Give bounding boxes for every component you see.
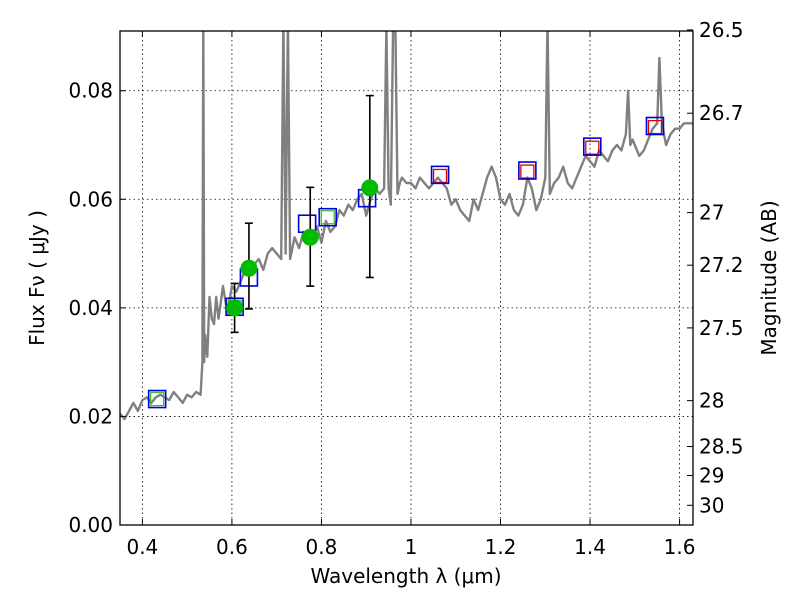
right-tick-label: 28 [699, 389, 724, 413]
x-tick-label: 1.6 [664, 535, 696, 559]
observed-point [301, 228, 319, 246]
x-tick-label: 1.2 [485, 535, 517, 559]
model-band-square [518, 161, 537, 180]
y-axis-label: Flux Fν ( μJy ) [25, 210, 49, 346]
x-tick-label: 0.8 [306, 535, 338, 559]
plot-area [120, 31, 693, 421]
x-tick-label: 1.4 [574, 535, 606, 559]
model-band-inner-square [150, 391, 165, 407]
x-tick-label: 0.6 [216, 535, 248, 559]
plot-frame [119, 30, 694, 526]
observed-point [361, 179, 379, 197]
model-band-square [147, 389, 167, 409]
y-tick-label: 0.06 [68, 187, 113, 211]
right-tick-label: 27.5 [699, 316, 744, 340]
x-tick-label: 0.4 [126, 535, 158, 559]
observed-point [240, 259, 258, 277]
model-band-square [318, 207, 338, 227]
model-band-inner-square [647, 119, 663, 135]
observed-point [226, 299, 244, 317]
right-tick-label: 28.5 [699, 435, 744, 459]
x-tick-label: 1 [405, 535, 418, 559]
model-band-inner-square [585, 140, 600, 155]
model-spectrum-line [120, 31, 693, 421]
y-tick-label: 0.00 [68, 513, 113, 537]
y-tick-label: 0.08 [68, 79, 113, 103]
right-tick-label: 26.7 [699, 101, 744, 125]
y-tick-label: 0.02 [68, 404, 113, 428]
model-band-square [645, 116, 665, 136]
right-tick-label: 27 [699, 201, 724, 225]
right-tick-label: 30 [699, 493, 724, 517]
model-band-square [430, 165, 450, 185]
y-tick-label: 0.04 [68, 296, 113, 320]
model-band-inner-square [432, 168, 448, 184]
grid [120, 31, 693, 526]
model-band-inner-square [320, 210, 335, 225]
right-tick-label: 27.2 [699, 253, 744, 277]
right-tick-label: 26.5 [699, 18, 744, 42]
axis-ticks: 0.4 0.6 0.8 1 1.2 1.4 1.6 0.00 0.02 0.04 0.06 0.08 2… [68, 18, 743, 559]
model-band-square [582, 137, 602, 156]
right-tick-label: 29 [699, 463, 724, 487]
right-axis-label: Magnitude (AB) [757, 200, 781, 355]
model-band-inner-square [520, 164, 535, 179]
x-axis-label: Wavelength λ (μm) [310, 564, 501, 588]
